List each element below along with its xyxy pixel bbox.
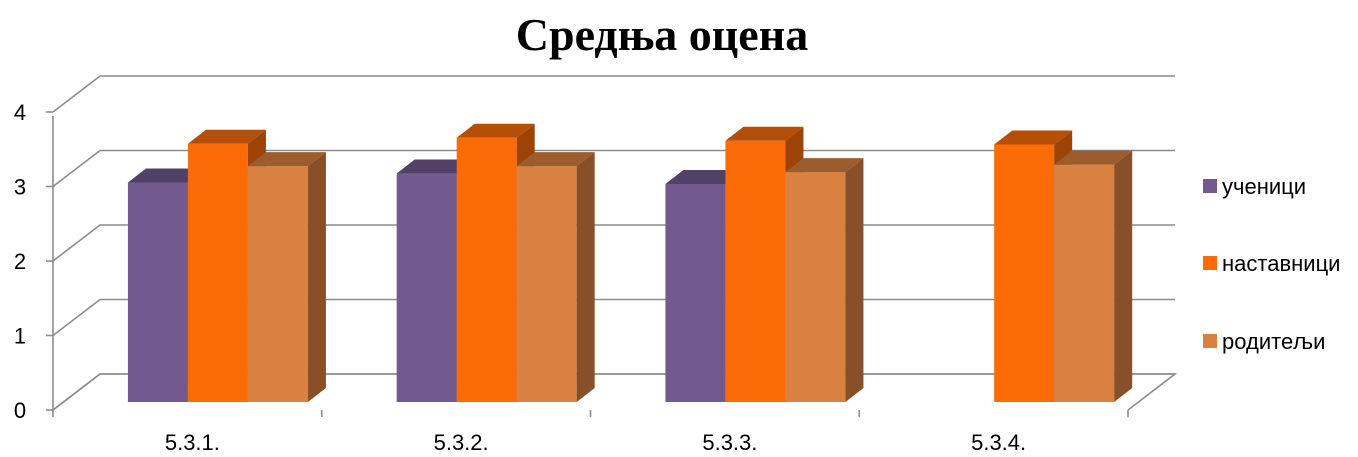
bar <box>1054 150 1133 402</box>
chart-walls <box>46 75 1178 417</box>
bar-top <box>725 126 804 141</box>
y-axis-labels: 0 1 2 3 4 <box>14 100 26 423</box>
y-tick-label: 3 <box>14 175 26 200</box>
bar-top <box>1054 150 1133 165</box>
bar-top <box>187 129 266 144</box>
legend-label: ученици <box>1222 174 1306 199</box>
chart-title: Средња оцена <box>516 9 808 60</box>
gridline <box>52 75 1175 113</box>
bar-top <box>516 152 595 167</box>
legend-item: наставници <box>1203 251 1340 276</box>
legend-swatch <box>1203 179 1217 193</box>
bar-front <box>785 172 846 402</box>
bar-front <box>994 144 1055 402</box>
bar-top <box>785 158 864 173</box>
y-tick-label: 1 <box>14 324 26 349</box>
bar-top <box>665 169 744 184</box>
bar-side <box>576 152 595 402</box>
x-tick-label: 5.3.4. <box>971 430 1026 455</box>
bar-front <box>665 183 726 402</box>
bar-top <box>396 159 475 174</box>
x-axis-labels: 5.3.1. 5.3.2. 5.3.3. 5.3.4. <box>165 430 1026 455</box>
bar <box>785 158 864 402</box>
y-tick-label: 0 <box>14 398 26 423</box>
bar-front <box>247 166 308 402</box>
bar-top <box>127 168 206 183</box>
x-tick-label: 5.3.1. <box>165 430 220 455</box>
x-tick-label: 5.3.3. <box>702 430 757 455</box>
bar-front <box>456 137 517 403</box>
bar-top <box>456 123 535 138</box>
gridline <box>52 149 1175 188</box>
bar-top <box>247 152 326 167</box>
legend-label: родитељи <box>1222 329 1325 354</box>
bar-front <box>725 140 786 402</box>
bar-front <box>127 182 188 402</box>
chart-bars <box>127 123 1133 403</box>
bar <box>516 152 595 402</box>
bar <box>247 152 326 402</box>
bar-front <box>396 173 457 402</box>
legend-swatch <box>1203 334 1217 348</box>
legend-item: ученици <box>1203 174 1306 199</box>
bar-front <box>516 166 577 402</box>
legend-item: родитељи <box>1203 329 1325 354</box>
legend-label: наставници <box>1222 251 1340 276</box>
bar-front <box>187 143 248 402</box>
bar-top <box>994 130 1073 145</box>
bar-side <box>307 152 326 402</box>
bar-front <box>1054 164 1115 402</box>
y-tick-label: 4 <box>14 100 26 125</box>
bar-side <box>1114 150 1133 402</box>
x-tick-label: 5.3.2. <box>434 430 489 455</box>
legend: ученици наставници родитељи <box>1203 174 1340 354</box>
legend-swatch <box>1203 256 1217 270</box>
y-tick-label: 2 <box>14 249 26 274</box>
bar-side <box>845 158 864 402</box>
